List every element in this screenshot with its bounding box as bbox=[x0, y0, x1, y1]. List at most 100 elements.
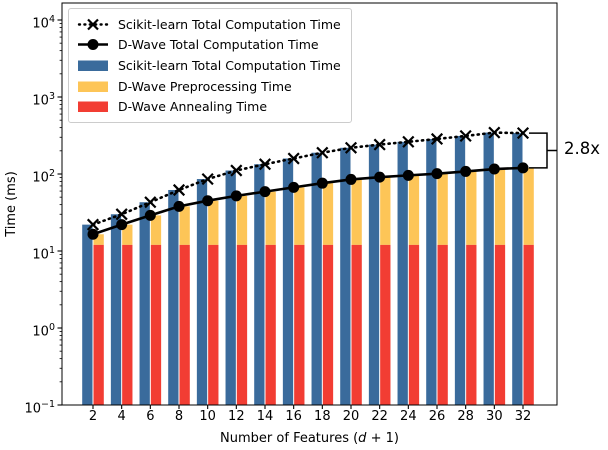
bar-scikit bbox=[110, 214, 122, 405]
bar-dwave-preprocessing bbox=[322, 183, 334, 245]
bar-dwave-annealing bbox=[236, 244, 248, 405]
bar-scikit bbox=[483, 132, 494, 405]
bar-scikit bbox=[168, 189, 179, 405]
y-tick-label: 103 bbox=[32, 91, 55, 109]
x-marker bbox=[287, 152, 300, 165]
color-swatch-icon bbox=[78, 101, 108, 113]
bar-dwave-annealing bbox=[380, 244, 391, 405]
x-tick-label: 8 bbox=[174, 409, 184, 424]
x-tick-label: 14 bbox=[256, 409, 274, 424]
legend-item-label: D-Wave Annealing Time bbox=[118, 99, 268, 115]
x-marker bbox=[230, 164, 243, 177]
x-marker bbox=[344, 141, 358, 154]
bar-dwave-preprocessing bbox=[150, 215, 162, 245]
bar-scikit bbox=[340, 147, 351, 405]
bar-dwave-annealing bbox=[437, 244, 448, 405]
bar-dwave-annealing bbox=[466, 244, 477, 405]
x-marker bbox=[459, 129, 472, 143]
circle-marker bbox=[116, 219, 128, 231]
legend-item-label: Scikit-learn Total Computation Time bbox=[118, 57, 341, 73]
bar-scikit bbox=[139, 202, 150, 405]
ratio-bracket bbox=[529, 132, 557, 169]
bar-scikit bbox=[512, 133, 523, 406]
bar-dwave-preprocessing bbox=[408, 175, 420, 245]
bar-dwave-annealing bbox=[122, 244, 133, 405]
bar-dwave-preprocessing bbox=[93, 234, 104, 245]
circle-marker bbox=[259, 186, 271, 198]
scikit-time-line bbox=[91, 131, 525, 226]
color-swatch-icon bbox=[78, 81, 108, 92]
bar-scikit bbox=[282, 158, 294, 405]
circle-marker bbox=[173, 200, 185, 212]
plot-border bbox=[61, 2, 558, 406]
y-tick-label: 104 bbox=[32, 14, 55, 32]
x-tick-label: 26 bbox=[428, 409, 446, 424]
legend-item: D-Wave Preprocessing Time bbox=[77, 76, 341, 97]
x-tick-label: 2 bbox=[88, 409, 98, 424]
x-marker bbox=[373, 138, 386, 151]
x-tick-label: 12 bbox=[228, 409, 245, 424]
bar-dwave-preprocessing bbox=[380, 177, 391, 245]
legend-item: D-Wave Total Computation Time bbox=[77, 35, 341, 56]
x-tick-label: 24 bbox=[400, 409, 417, 424]
dotted-x-line-icon bbox=[77, 18, 109, 31]
x-marker bbox=[144, 196, 157, 209]
bar-dwave-preprocessing bbox=[179, 206, 190, 245]
x-marker bbox=[430, 132, 444, 146]
bar-dwave-preprocessing bbox=[122, 224, 133, 245]
bar-dwave-annealing bbox=[208, 244, 219, 405]
x-tick-label: 22 bbox=[371, 409, 388, 424]
circle-marker bbox=[374, 171, 386, 183]
bar-dwave-preprocessing bbox=[265, 191, 276, 245]
circle-marker bbox=[202, 195, 214, 207]
legend: Scikit-learn Total Computation Time D-Wav… bbox=[68, 8, 352, 123]
bar-dwave-annealing bbox=[523, 244, 534, 405]
x-axis-label-suffix: + 1) bbox=[366, 431, 399, 446]
bar-scikit bbox=[82, 224, 93, 405]
x-axis-label-prefix: Number of Features ( bbox=[220, 431, 359, 446]
bar-scikit bbox=[397, 141, 408, 405]
x-tick-label: 28 bbox=[457, 409, 474, 424]
x-marker bbox=[201, 172, 214, 186]
x-marker bbox=[316, 146, 329, 159]
bar-scikit bbox=[225, 170, 236, 405]
x-tick-label: 30 bbox=[486, 409, 503, 424]
legend-item: Scikit-learn Total Computation Time bbox=[77, 55, 341, 76]
bar-dwave-preprocessing bbox=[236, 195, 248, 245]
bar-scikit bbox=[368, 144, 380, 405]
x-tick-label: 20 bbox=[342, 409, 360, 424]
circle-marker bbox=[517, 162, 529, 174]
bar-dwave-annealing bbox=[265, 244, 276, 405]
bar-dwave-annealing bbox=[294, 244, 305, 405]
circle-marker bbox=[402, 169, 414, 181]
x-axis-label-variable: d bbox=[358, 431, 367, 446]
circle-marker bbox=[144, 209, 156, 221]
x-marker bbox=[86, 218, 100, 231]
x-tick-label: 6 bbox=[146, 409, 155, 424]
x-tick-label: 4 bbox=[117, 409, 126, 424]
bar-dwave-annealing bbox=[93, 244, 104, 405]
y-tick-label: 102 bbox=[32, 168, 55, 186]
y-tick-label: 10−1 bbox=[24, 399, 55, 417]
circle-marker bbox=[288, 181, 300, 193]
x-tick-label: 10 bbox=[199, 409, 216, 424]
circle-marker bbox=[345, 173, 357, 185]
bar-dwave-preprocessing bbox=[466, 171, 477, 245]
x-marker bbox=[402, 135, 415, 148]
bar-dwave-preprocessing bbox=[294, 187, 305, 245]
bar-dwave-preprocessing bbox=[437, 173, 448, 245]
bar-dwave-annealing bbox=[408, 244, 420, 405]
speedup-annotation: 2.8x bbox=[564, 139, 601, 158]
circle-marker bbox=[431, 168, 443, 180]
bar-dwave-annealing bbox=[150, 244, 162, 405]
legend-item-label: D-Wave Preprocessing Time bbox=[118, 78, 292, 94]
y-tick-label: 100 bbox=[32, 322, 55, 340]
bar-scikit bbox=[196, 179, 208, 405]
x-marker bbox=[488, 126, 501, 139]
legend-item-label: D-Wave Total Computation Time bbox=[118, 37, 319, 53]
x-axis-label: Number of Features (d + 1) bbox=[62, 431, 557, 446]
x-tick-label: 32 bbox=[514, 409, 532, 424]
circle-marker bbox=[316, 177, 328, 189]
